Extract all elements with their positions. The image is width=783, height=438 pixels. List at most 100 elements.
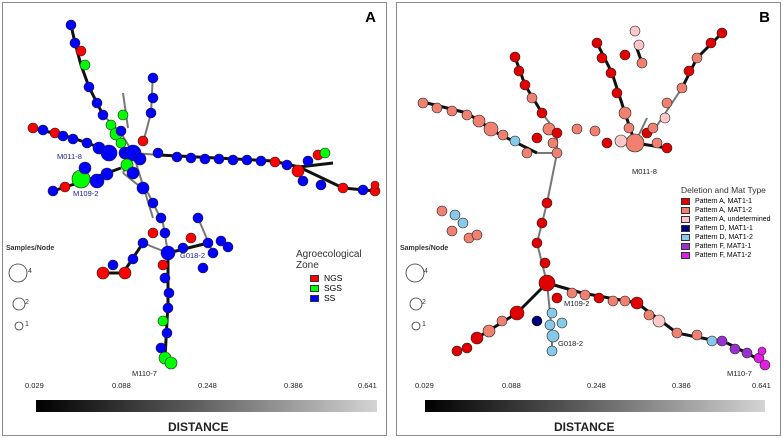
size-legend-circle: [409, 297, 423, 311]
node: [544, 319, 556, 331]
size-legend-circle: [12, 297, 26, 311]
samples-per-node-title: Samples/Node: [6, 245, 55, 252]
node: [461, 109, 473, 121]
node: [147, 92, 159, 104]
node: [531, 237, 543, 249]
node: [661, 97, 673, 109]
node: [601, 137, 613, 149]
node: [496, 315, 508, 327]
node: [531, 315, 543, 327]
swatch: [310, 274, 319, 282]
node: [618, 106, 632, 120]
swatch: [681, 207, 690, 214]
node: [526, 92, 538, 104]
node: [643, 309, 655, 321]
node: [509, 135, 521, 147]
node-label: G018-2: [558, 339, 584, 348]
node: [757, 346, 767, 356]
node: [759, 359, 771, 371]
node: [546, 329, 560, 343]
node: [566, 287, 578, 299]
node: [571, 123, 583, 135]
legend-title: Deletion and Mat Type: [681, 185, 766, 195]
node: [147, 227, 159, 239]
swatch: [681, 198, 690, 205]
node-label: M110-7: [132, 369, 157, 378]
distance-tick: 0.641: [358, 381, 377, 390]
node: [729, 343, 741, 355]
node: [551, 127, 563, 139]
node: [157, 259, 169, 271]
panel-a: A Agroecological Zone NGS SGS SS Samples…: [2, 2, 387, 436]
node-label: M109-2: [564, 299, 590, 308]
node: [589, 125, 601, 137]
node: [623, 122, 635, 134]
distance-tick: 0.641: [752, 381, 771, 390]
node: [482, 324, 496, 338]
size-label-1: 1: [422, 321, 426, 328]
node: [177, 242, 189, 254]
node: [513, 65, 525, 77]
node: [147, 197, 159, 209]
node: [269, 156, 281, 168]
node: [281, 159, 293, 171]
node: [75, 45, 87, 57]
legend-item: Pattern A, undetermined: [681, 215, 771, 224]
node: [155, 342, 167, 354]
node: [147, 72, 159, 84]
node: [541, 197, 553, 209]
node: [202, 237, 214, 249]
size-label-2: 2: [25, 299, 29, 306]
node: [630, 296, 644, 310]
swatch: [681, 234, 690, 241]
legend-title: Agroecological Zone: [296, 249, 362, 271]
node: [163, 287, 175, 299]
node: [536, 107, 548, 119]
legend-item: Pattern F, MAT1-2: [681, 251, 771, 260]
node: [302, 155, 314, 167]
node: [538, 274, 556, 292]
node: [471, 229, 483, 241]
distance-title: DISTANCE: [168, 420, 229, 434]
node: [159, 227, 171, 239]
distance-tick: 0.029: [25, 381, 44, 390]
node: [629, 25, 641, 37]
node: [136, 181, 150, 195]
size-legend-circle: [8, 263, 28, 283]
node: [716, 27, 728, 39]
node: [164, 356, 178, 370]
node: [162, 302, 174, 314]
node: [472, 114, 486, 128]
node: [551, 147, 563, 159]
node: [199, 153, 211, 165]
node: [625, 133, 645, 153]
size-label-4: 4: [28, 268, 32, 275]
node: [127, 253, 139, 265]
node: [431, 102, 443, 114]
node: [78, 161, 92, 175]
node: [192, 212, 204, 224]
node: [357, 184, 369, 196]
node: [337, 182, 349, 194]
network-b: [405, 25, 771, 371]
swatch: [310, 284, 319, 292]
node: [57, 130, 69, 142]
node: [100, 144, 118, 162]
swatch: [681, 225, 690, 232]
node: [449, 209, 461, 221]
node: [197, 262, 209, 274]
node-label: M109-2: [73, 189, 99, 198]
node: [619, 49, 631, 61]
swatch: [310, 294, 319, 302]
node: [614, 134, 628, 148]
node: [457, 217, 469, 229]
node: [556, 317, 568, 329]
distance-tick: 0.386: [672, 381, 691, 390]
node: [152, 147, 164, 159]
node: [215, 235, 227, 247]
node-label: G018-2: [180, 251, 206, 260]
distance-tick: 0.029: [415, 381, 434, 390]
node: [671, 327, 683, 339]
node: [227, 154, 239, 166]
node: [47, 185, 59, 197]
